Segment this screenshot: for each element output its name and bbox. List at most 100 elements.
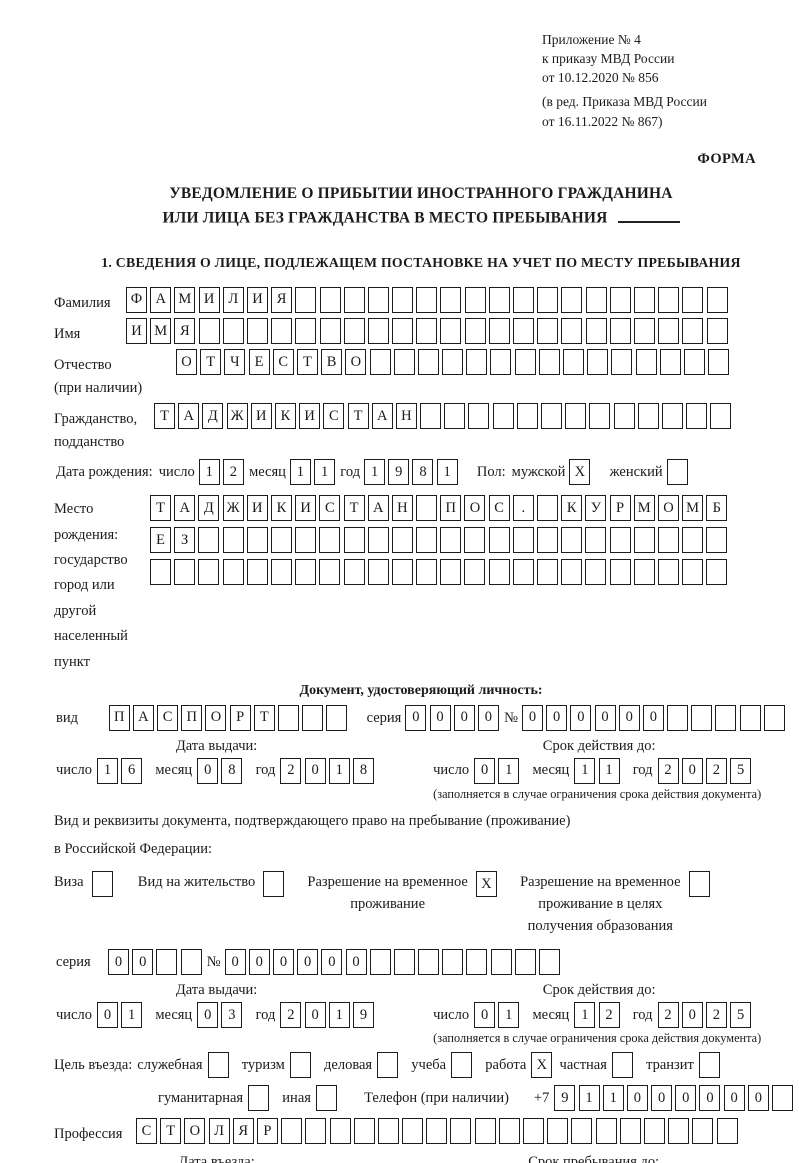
birth-month-cell[interactable]: 1 — [314, 459, 336, 486]
permit-series-cell[interactable] — [156, 949, 178, 976]
doc-number-cell[interactable]: 0 — [570, 704, 592, 731]
birthplace-cells-row1-cell[interactable]: И — [295, 495, 317, 522]
birthplace-cells-row3-cell[interactable] — [416, 559, 438, 586]
permit-number-cell[interactable] — [490, 949, 512, 976]
citizenship-cell[interactable]: Т — [154, 403, 175, 430]
birth-year-cell[interactable]: 9 — [388, 459, 410, 486]
profession-cell[interactable] — [716, 1118, 738, 1145]
permit-valid-month-cell[interactable]: 2 — [598, 1002, 620, 1029]
birthplace-cells-row2-cell[interactable] — [440, 527, 462, 554]
birth-day-cell[interactable]: 2 — [222, 459, 244, 486]
birthplace-cells-row2-cell[interactable] — [633, 527, 655, 554]
sex-male-checkbox[interactable]: X — [569, 459, 593, 486]
birthplace-cells-row1-cell[interactable]: М — [633, 495, 655, 522]
birthplace-cells-row1-cell[interactable]: А — [367, 495, 389, 522]
citizenship-cell[interactable]: С — [323, 403, 345, 430]
permit-number-cell[interactable]: 0 — [321, 949, 343, 976]
citizenship-cell[interactable]: И — [299, 403, 321, 430]
permit-number-cell[interactable]: 0 — [297, 949, 319, 976]
surname-cell[interactable] — [585, 286, 607, 313]
permit-valid-year-cell[interactable]: 2 — [705, 1002, 727, 1029]
doc-kind-cell[interactable]: С — [157, 704, 179, 731]
permit-number-cell[interactable] — [369, 949, 391, 976]
doc-valid-year-cell[interactable]: 2 — [705, 757, 727, 784]
citizenship-cell[interactable] — [637, 403, 659, 430]
patronymic-cell[interactable]: С — [272, 349, 294, 376]
patronymic-cell[interactable] — [683, 349, 705, 376]
patronymic-cell[interactable] — [611, 349, 633, 376]
citizenship-cell[interactable] — [444, 403, 466, 430]
residence-permit-checkbox[interactable] — [263, 871, 287, 898]
profession-cell[interactable]: О — [184, 1118, 206, 1145]
permit-number-cell[interactable]: 0 — [272, 949, 294, 976]
surname-cell[interactable] — [392, 286, 414, 313]
patronymic-cell[interactable] — [659, 349, 681, 376]
name-cell[interactable] — [561, 318, 583, 344]
permit-issue-month-cell[interactable]: 0 — [197, 1002, 219, 1029]
patronymic-cell[interactable] — [393, 349, 415, 376]
doc-issue-day-cell[interactable]: 1 — [96, 757, 118, 784]
purpose-study-cell[interactable] — [451, 1052, 473, 1079]
surname-cell[interactable]: А — [150, 286, 172, 313]
patronymic-cell[interactable] — [466, 349, 488, 376]
surname-cell[interactable] — [440, 286, 462, 313]
birthplace-cells-row2-cell[interactable] — [270, 527, 292, 554]
citizenship-cell[interactable]: Т — [347, 403, 369, 430]
profession-cell[interactable]: Т — [160, 1118, 182, 1145]
permit-issue-year-cell[interactable]: 1 — [328, 1002, 350, 1029]
birthplace-cells-row1-cell[interactable] — [537, 495, 558, 522]
permit-valid-month-cell[interactable]: 1 — [574, 1002, 596, 1029]
birthplace-cells-row3-cell[interactable] — [174, 559, 196, 586]
permit-issue-year-cell[interactable]: 0 — [304, 1002, 326, 1029]
birthplace-cells-row2-cell[interactable] — [343, 527, 365, 554]
name-cell[interactable] — [609, 318, 631, 344]
profession-cell[interactable] — [450, 1118, 472, 1145]
name-cell[interactable] — [367, 318, 389, 344]
doc-series-cell[interactable]: 0 — [477, 704, 499, 731]
birthplace-cells-row1-cell[interactable]: К — [270, 495, 292, 522]
profession-cell[interactable] — [619, 1118, 641, 1145]
birthplace-cells-row1-cell[interactable]: И — [246, 495, 268, 522]
citizenship-cell[interactable] — [420, 403, 442, 430]
citizenship-cell[interactable] — [661, 403, 683, 430]
surname-cell[interactable] — [633, 286, 655, 313]
citizenship-cell[interactable]: А — [371, 403, 393, 430]
birthplace-cells-row1-cell[interactable]: К — [561, 495, 583, 522]
birthplace-cells-row3-cell[interactable] — [706, 559, 728, 586]
birthplace-cells-row3-cell[interactable] — [561, 559, 583, 586]
name-cell[interactable] — [585, 318, 607, 344]
birthplace-cells-row3-cell[interactable] — [343, 559, 365, 586]
surname-cell[interactable]: Я — [271, 286, 293, 313]
phone-cell[interactable]: 1 — [602, 1085, 624, 1112]
birthplace-cells-row2-cell[interactable] — [416, 527, 438, 554]
birth-year-cell[interactable]: 1 — [364, 459, 386, 486]
surname-cell[interactable]: И — [246, 286, 268, 313]
purpose-tourism-checkbox[interactable] — [289, 1052, 314, 1079]
profession-cell[interactable] — [329, 1118, 351, 1145]
doc-valid-year-cell[interactable]: 0 — [681, 757, 703, 784]
birthplace-cells-row2-cell[interactable] — [295, 527, 317, 554]
birthplace-cells-row1-cell[interactable]: Н — [391, 495, 413, 522]
patronymic-cell[interactable]: Т — [296, 349, 318, 376]
patronymic-cell[interactable] — [442, 349, 464, 376]
birthplace-cells-row1-cell[interactable]: С — [488, 495, 510, 522]
permit-number-cell[interactable] — [539, 949, 561, 976]
profession-cell[interactable] — [426, 1118, 448, 1145]
name-cell[interactable] — [392, 318, 414, 344]
surname-cell[interactable] — [416, 286, 438, 313]
phone-cell[interactable] — [772, 1085, 794, 1112]
permit-valid-day-cell[interactable]: 0 — [474, 1002, 496, 1029]
sex-male-cell[interactable]: X — [569, 459, 591, 486]
name-cell[interactable] — [198, 318, 220, 344]
birth-year-cell[interactable]: 1 — [436, 459, 458, 486]
permit-valid-year-cell[interactable]: 0 — [681, 1002, 703, 1029]
birthplace-cells-row2-cell[interactable] — [537, 527, 558, 554]
birthplace-cells-row2-cell[interactable]: Е — [150, 527, 171, 554]
